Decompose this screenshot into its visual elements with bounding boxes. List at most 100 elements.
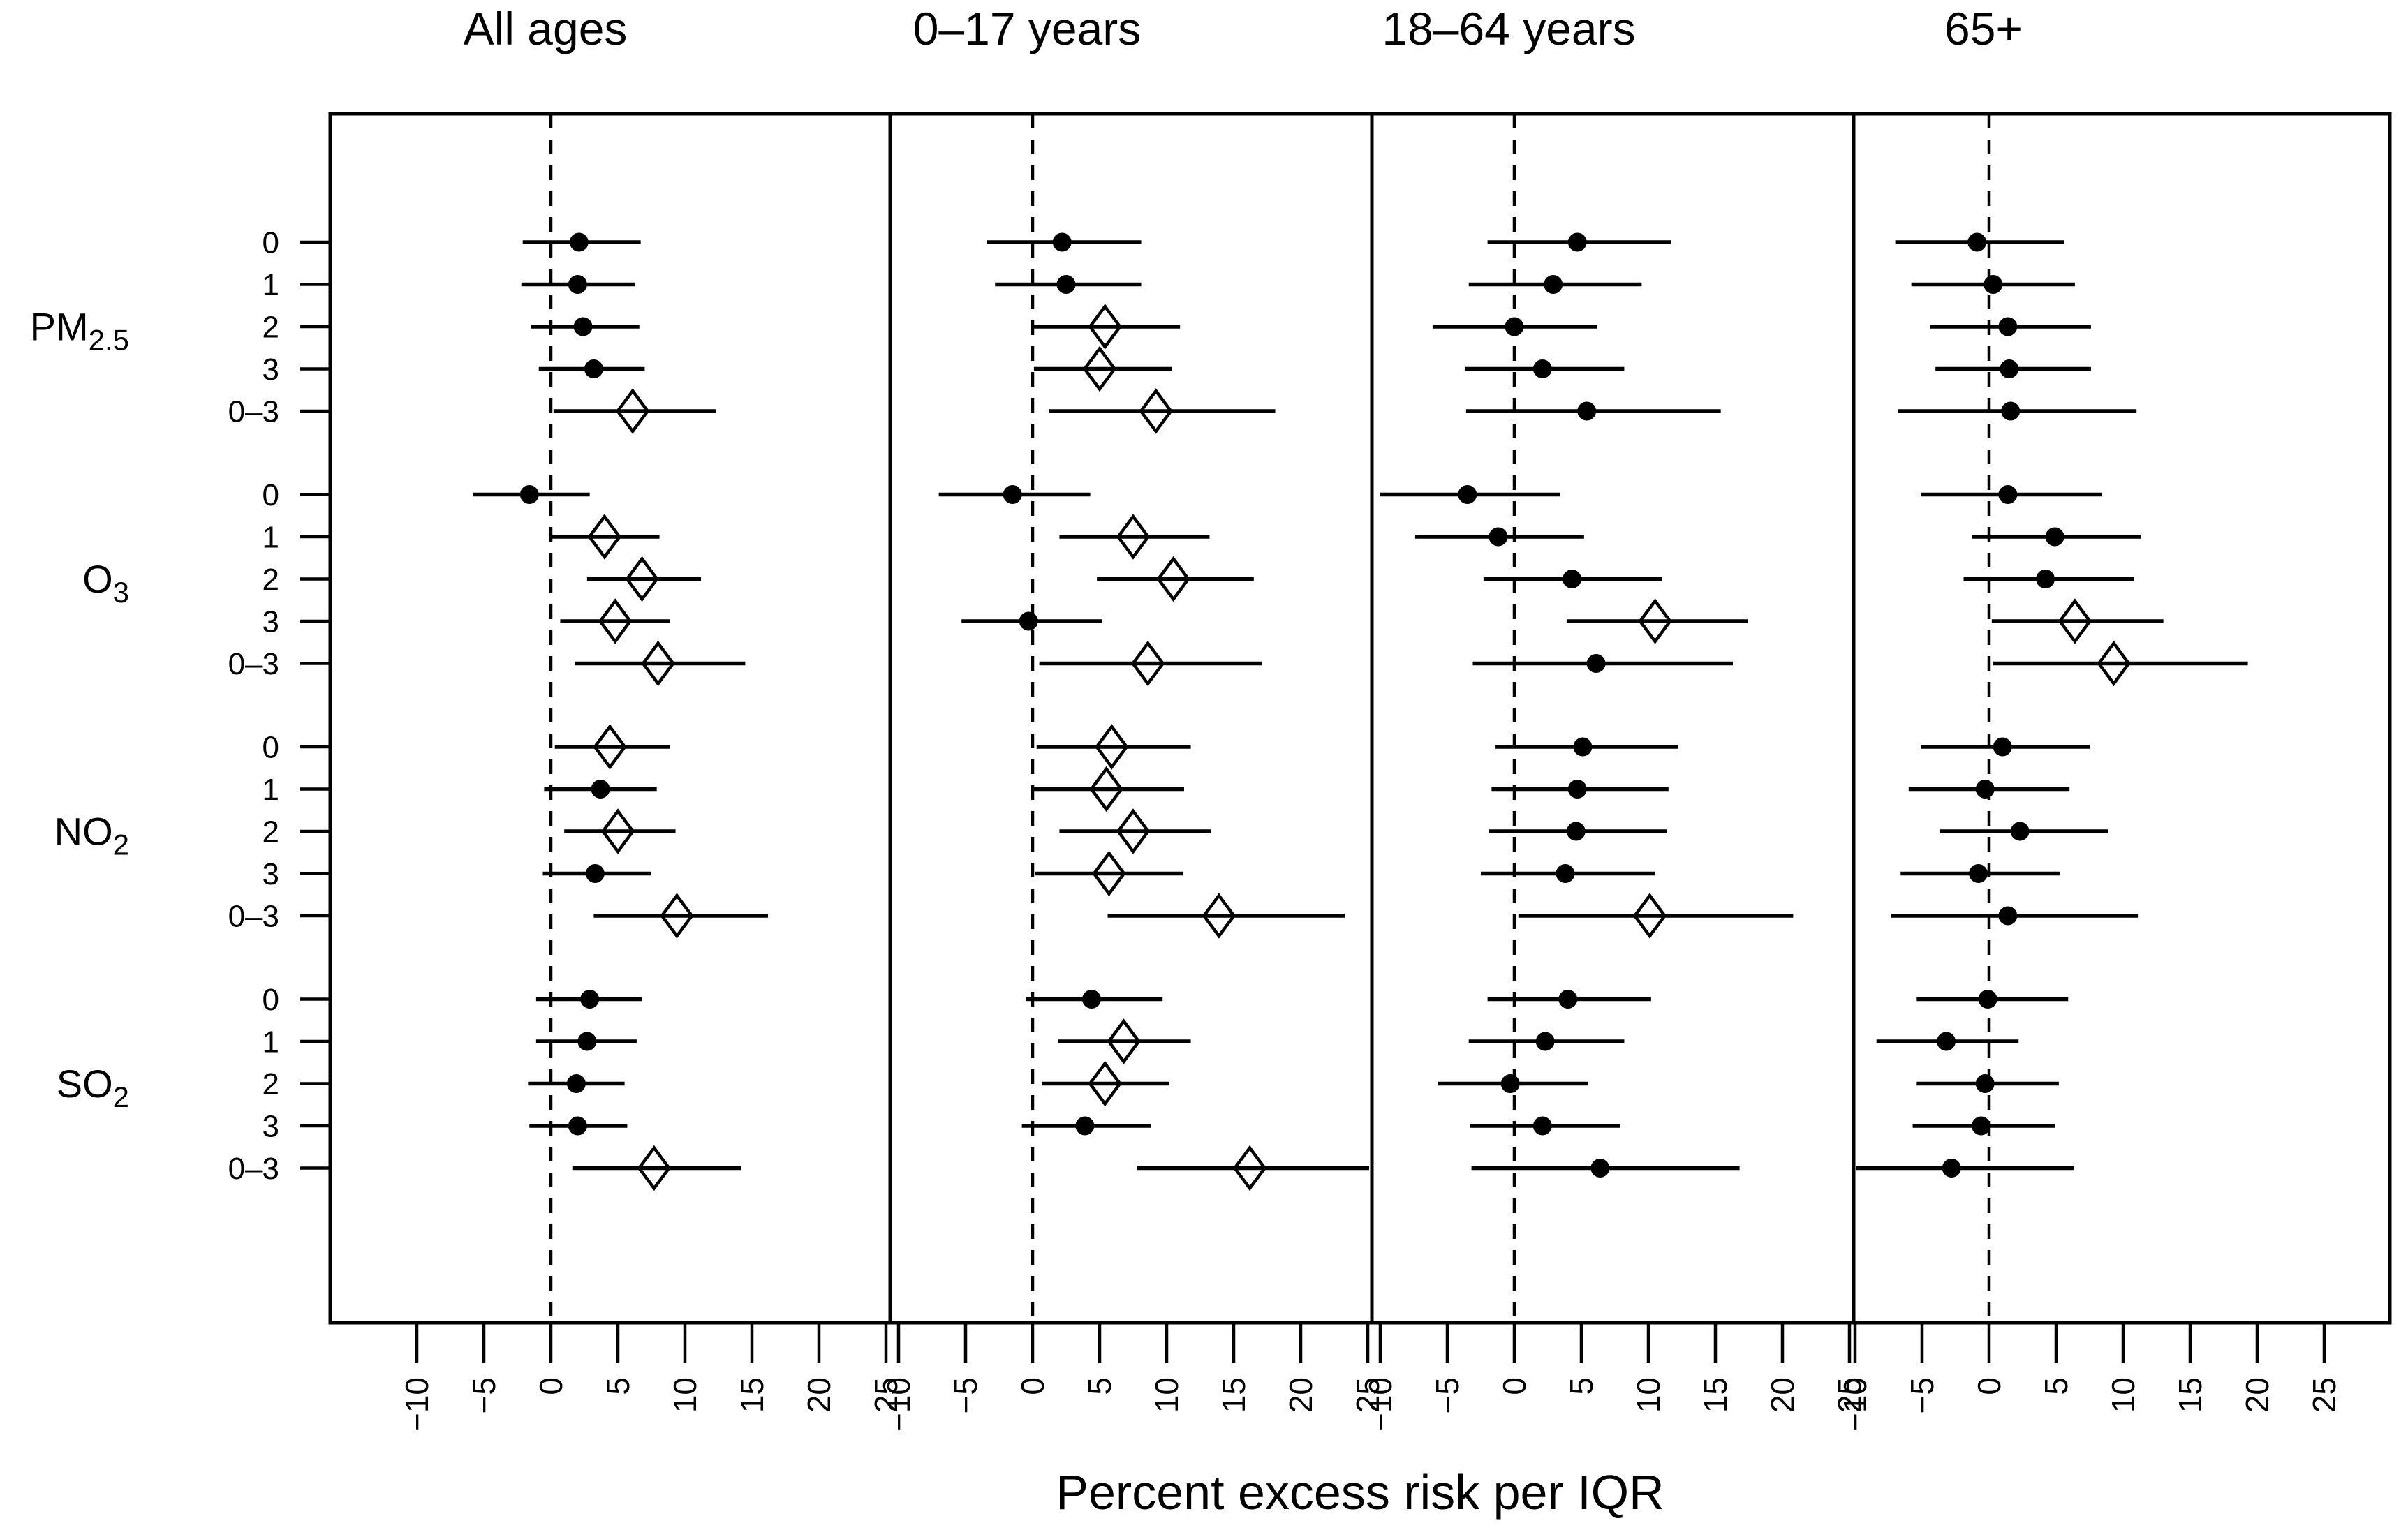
lag-label: 0–3 bbox=[228, 1152, 279, 1186]
estimate-circle-marker bbox=[1532, 359, 1552, 378]
x-axis-tick-label: −10 bbox=[880, 1377, 917, 1432]
estimate-circle-marker bbox=[1505, 317, 1524, 336]
estimate-circle-marker bbox=[1567, 780, 1587, 799]
estimate-circle-marker bbox=[1577, 401, 1597, 421]
estimate-circle-marker bbox=[1998, 906, 2018, 926]
estimate-circle-marker bbox=[1566, 822, 1586, 841]
lag-label: 2 bbox=[263, 563, 279, 597]
estimate-circle-marker bbox=[1967, 232, 1987, 252]
estimate-diamond-marker bbox=[1092, 850, 1126, 897]
lag-label: 0 bbox=[263, 478, 279, 512]
x-axis-tick-label: −5 bbox=[1904, 1377, 1940, 1413]
estimate-circle-marker bbox=[585, 864, 605, 883]
x-axis-tick-label: −5 bbox=[947, 1377, 984, 1413]
x-axis-tick-label: −5 bbox=[1429, 1377, 1465, 1413]
x-axis-tick-label: 0 bbox=[1496, 1377, 1532, 1395]
x-axis-tick-label: 15 bbox=[734, 1377, 770, 1413]
x-axis-tick-label: 15 bbox=[1697, 1377, 1734, 1413]
x-axis-tick-label: −10 bbox=[399, 1377, 435, 1432]
panel-title: 65+ bbox=[1944, 3, 2023, 54]
estimate-circle-marker bbox=[1556, 864, 1575, 883]
estimate-circle-marker bbox=[584, 359, 603, 378]
lag-label: 0 bbox=[263, 983, 279, 1017]
estimate-circle-marker bbox=[573, 317, 593, 336]
x-axis-tick-label: 10 bbox=[1148, 1377, 1185, 1413]
estimate-diamond-marker bbox=[1088, 304, 1122, 350]
x-axis-tick-label: 25 bbox=[1350, 1377, 1386, 1413]
x-axis-tick-label: 15 bbox=[1216, 1377, 1252, 1413]
lag-label: 2 bbox=[263, 1067, 279, 1101]
lag-label: 1 bbox=[263, 520, 279, 554]
estimate-circle-marker bbox=[1998, 485, 2018, 504]
x-axis-tick-label: 0 bbox=[533, 1377, 569, 1395]
x-axis-tick-label: 20 bbox=[1283, 1377, 1319, 1413]
pollutant-group-label: O3 bbox=[82, 557, 129, 609]
lag-label: 1 bbox=[263, 773, 279, 807]
estimate-circle-marker bbox=[1075, 1116, 1095, 1136]
lag-label: 2 bbox=[263, 815, 279, 849]
lag-label: 3 bbox=[263, 352, 279, 387]
estimate-diamond-marker bbox=[1082, 346, 1117, 392]
estimate-circle-marker bbox=[1998, 317, 2018, 336]
pollutant-group-label: SO2 bbox=[57, 1062, 129, 1113]
lag-label: 0–3 bbox=[228, 394, 279, 429]
lag-label: 3 bbox=[263, 604, 279, 639]
estimate-circle-marker bbox=[1052, 232, 1072, 252]
estimate-diamond-marker bbox=[600, 808, 635, 854]
x-axis-tick-label: 10 bbox=[667, 1377, 703, 1413]
estimate-circle-marker bbox=[577, 1032, 597, 1051]
pollutant-group-label: NO2 bbox=[54, 810, 129, 861]
estimate-circle-marker bbox=[1975, 1074, 1995, 1093]
estimate-diamond-marker bbox=[1156, 556, 1190, 602]
panel-title: 0–17 years bbox=[913, 3, 1142, 54]
estimate-diamond-marker bbox=[615, 388, 650, 434]
estimate-circle-marker bbox=[591, 780, 610, 799]
estimate-circle-marker bbox=[568, 275, 587, 294]
x-axis-tick-label: 20 bbox=[1764, 1377, 1801, 1413]
estimate-circle-marker bbox=[2010, 822, 2030, 841]
estimate-circle-marker bbox=[1975, 780, 1995, 799]
estimate-diamond-marker bbox=[641, 640, 675, 687]
x-axis-tick-label: 5 bbox=[600, 1377, 636, 1395]
lag-label: 1 bbox=[263, 268, 279, 302]
x-axis-tick-label: 5 bbox=[1081, 1377, 1118, 1395]
estimate-circle-marker bbox=[566, 1074, 586, 1093]
x-axis-tick-label: 0 bbox=[1971, 1377, 2007, 1395]
x-axis-tick-label: 25 bbox=[1831, 1377, 1868, 1413]
estimate-circle-marker bbox=[1019, 611, 1038, 631]
estimate-diamond-marker bbox=[2058, 598, 2092, 644]
estimate-diamond-marker bbox=[1638, 598, 1672, 644]
estimate-diamond-marker bbox=[660, 893, 694, 939]
estimate-circle-marker bbox=[580, 990, 600, 1009]
lag-label: 0 bbox=[263, 730, 279, 764]
estimate-circle-marker bbox=[1558, 990, 1578, 1009]
estimate-circle-marker bbox=[1984, 275, 2003, 294]
x-axis-tick-label: −10 bbox=[1837, 1377, 1873, 1432]
estimate-circle-marker bbox=[1573, 737, 1593, 757]
estimate-diamond-marker bbox=[598, 598, 633, 644]
x-axis-tick-label: 5 bbox=[2038, 1377, 2074, 1395]
estimate-diamond-marker bbox=[2097, 640, 2131, 687]
estimate-diamond-marker bbox=[1632, 893, 1667, 939]
estimate-circle-marker bbox=[1458, 485, 1477, 504]
x-axis-tick-label: 0 bbox=[1014, 1377, 1051, 1395]
estimate-circle-marker bbox=[1937, 1032, 1956, 1051]
estimate-circle-marker bbox=[1535, 1032, 1555, 1051]
x-axis-tick-label: 10 bbox=[2105, 1377, 2141, 1413]
panel-title: All ages bbox=[464, 3, 628, 54]
x-axis-tick-label: 10 bbox=[1630, 1377, 1667, 1413]
estimate-circle-marker bbox=[1081, 990, 1101, 1009]
estimate-diamond-marker bbox=[1116, 808, 1151, 854]
estimate-diamond-marker bbox=[593, 724, 627, 770]
estimate-circle-marker bbox=[1993, 737, 2012, 757]
lag-label: 0–3 bbox=[228, 647, 279, 681]
lag-label: 3 bbox=[263, 857, 279, 891]
estimate-circle-marker bbox=[568, 1116, 587, 1136]
estimate-circle-marker bbox=[1971, 1116, 1990, 1136]
estimate-circle-marker bbox=[2001, 401, 2021, 421]
estimate-circle-marker bbox=[569, 232, 589, 252]
estimate-circle-marker bbox=[2000, 359, 2019, 378]
pollutant-group-label: PM2.5 bbox=[30, 305, 129, 357]
estimate-circle-marker bbox=[1567, 232, 1587, 252]
